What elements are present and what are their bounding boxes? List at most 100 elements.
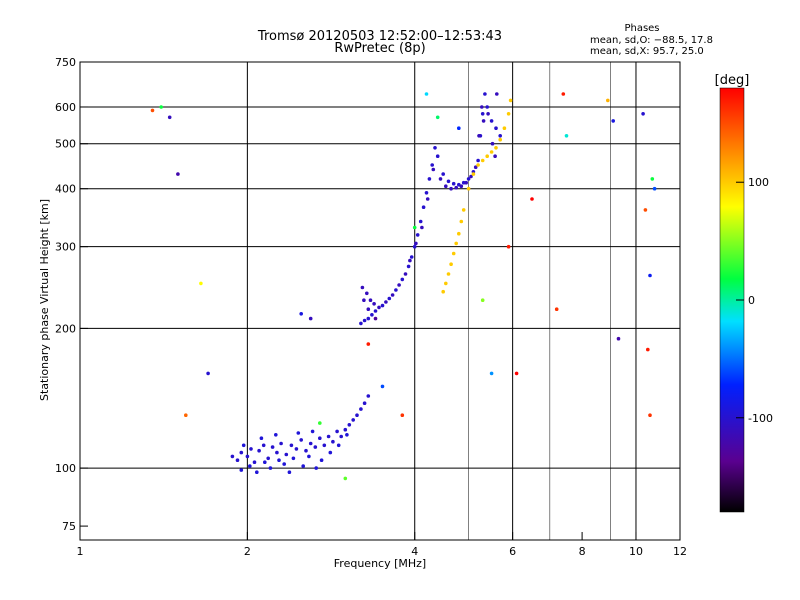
data-point [259,436,264,441]
data-point [150,108,155,113]
data-point [466,177,471,181]
data-point [498,134,503,138]
data-point [366,342,371,346]
colorbar-tick-label: -100 [748,412,773,425]
data-point [359,407,363,411]
data-point [441,172,446,176]
data-point [275,450,279,455]
data-point [248,464,252,468]
data-point [326,434,331,439]
data-point [457,231,461,236]
data-point [506,112,511,116]
data-point [451,251,456,256]
data-point [616,336,621,341]
data-point [301,464,306,468]
data-point [650,177,655,181]
data-point [289,443,294,448]
data-point [493,154,497,158]
data-point [245,454,250,459]
data-point [476,158,480,163]
data-point [449,262,453,267]
data-point [477,134,481,138]
data-point [409,255,414,259]
data-point [408,258,412,263]
data-point [372,302,376,306]
data-point [481,119,486,123]
data-point [561,92,566,96]
plot-frame [79,61,681,541]
data-point [335,429,339,434]
data-point [318,421,322,425]
data-point [308,316,313,321]
data-point [263,460,267,465]
data-point [394,288,398,292]
data-point [641,112,645,116]
data-point [370,313,374,317]
data-point [365,291,369,296]
chart-title: Tromsø 20120503 12:52:00–12:53:43 [257,29,502,44]
data-point [469,174,473,179]
data-point [449,186,453,191]
data-point [284,452,289,457]
data-point [502,126,507,130]
data-point [310,429,315,434]
data-point [319,458,324,463]
data-point [397,283,401,287]
data-point [366,307,371,312]
data-point [362,318,367,323]
data-point [380,384,385,389]
data-point [287,470,292,475]
data-point [380,303,385,308]
data-point [400,277,405,282]
data-point [366,316,371,321]
data-point [351,418,356,422]
data-point [307,454,311,459]
data-point [424,92,429,96]
data-point [322,443,327,448]
data-point [279,441,283,446]
data-point [643,208,648,212]
colorbar-tick-label: 0 [748,294,755,307]
data-point [345,433,349,437]
data-point [421,205,426,209]
data-point [241,443,246,448]
data-point [611,119,615,123]
data-point [282,462,287,466]
data-point [530,197,534,201]
data-point [239,450,244,455]
data-point [471,172,476,176]
data-point [167,115,172,120]
data-point [277,458,281,463]
data-point [373,309,378,313]
grid [80,62,680,540]
data-point [444,281,448,286]
data-point [355,413,359,418]
data-point [274,433,278,437]
y-tick-label: 100 [55,462,76,475]
data-point [252,460,257,465]
data-point [257,448,261,453]
data-point [489,371,494,376]
data-point [299,312,304,316]
data-point [446,179,451,184]
data-point [249,447,253,451]
data-point [425,197,430,201]
data-point [313,445,318,449]
x-tick-label: 6 [509,545,516,558]
data-point [206,371,210,376]
data-point [514,371,519,376]
data-point [299,438,304,442]
data-point [446,272,451,276]
data-point [454,185,459,190]
data-point [336,443,341,448]
y-axis-label: Stationary phase Virtual Height [km] [38,199,51,401]
data-point [377,305,381,310]
data-point [506,244,511,249]
data-point [461,180,466,185]
data-point [648,273,652,278]
data-point [328,450,333,455]
data-point [489,150,494,154]
data-point [387,296,392,301]
y-tick-label: 500 [55,138,76,151]
